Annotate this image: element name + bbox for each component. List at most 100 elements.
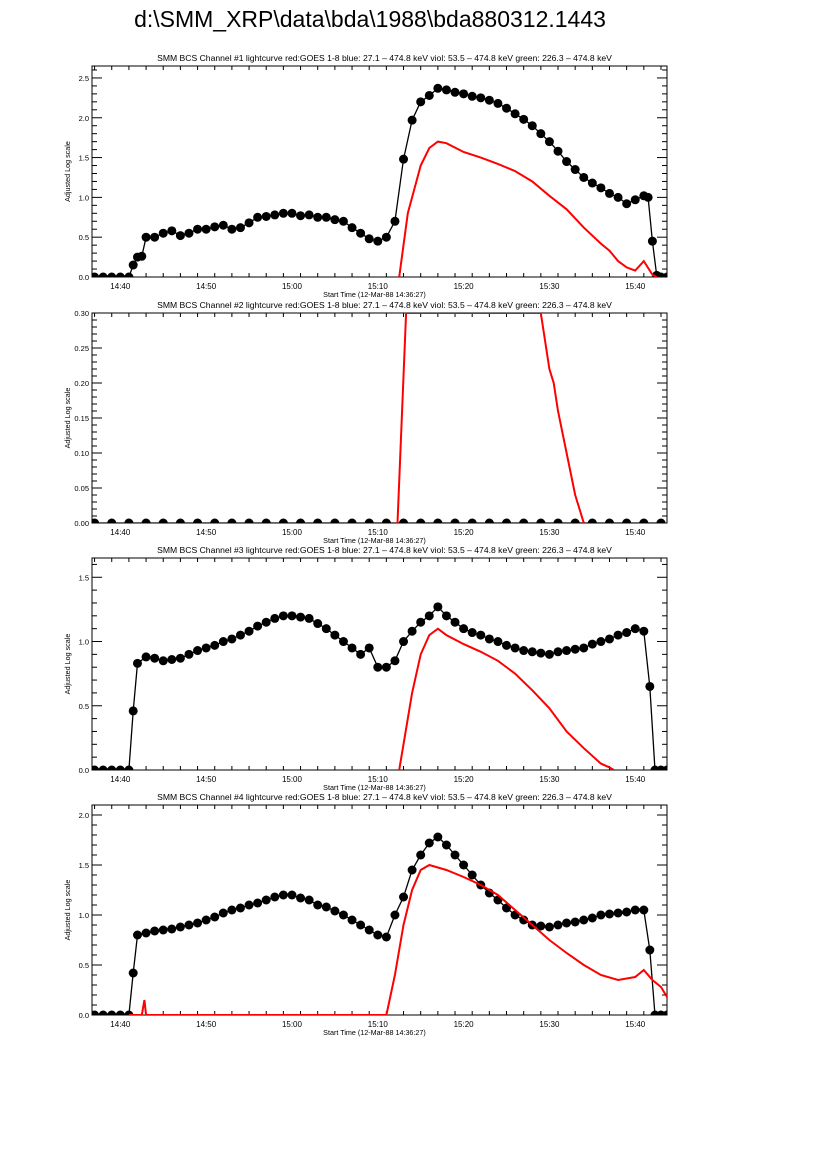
plot-frame [91, 312, 668, 524]
data-point [193, 518, 203, 523]
data-point [373, 236, 383, 246]
data-point [115, 272, 125, 277]
series-group [92, 602, 667, 770]
data-point [562, 157, 572, 167]
data-point [502, 103, 512, 113]
data-point [484, 634, 494, 644]
data-point [347, 518, 357, 523]
data-point [424, 90, 434, 100]
data-point [381, 932, 391, 942]
data-point [536, 129, 546, 139]
data-point [356, 649, 366, 659]
data-point [647, 236, 657, 246]
data-point [613, 908, 623, 918]
data-point [373, 662, 383, 672]
data-point [399, 637, 409, 647]
data-point [424, 611, 434, 621]
data-point [536, 648, 546, 658]
data-point [253, 898, 263, 908]
data-point [587, 518, 597, 523]
data-point [98, 765, 108, 770]
x-tick-label: 15:40 [625, 775, 646, 784]
data-point [643, 192, 653, 202]
data-point [244, 900, 254, 910]
data-point [175, 922, 185, 932]
x-tick-label: 14:50 [196, 528, 217, 537]
x-tick-label: 14:50 [196, 775, 217, 784]
data-point [128, 706, 138, 716]
data-point [605, 188, 614, 198]
data-point [544, 649, 554, 659]
data-point [141, 652, 151, 662]
data-point [459, 624, 469, 634]
data-point [441, 611, 451, 621]
y-tick-label: 0.5 [79, 233, 89, 242]
chart-panel-1: SMM BCS Channel #1 lightcurve red:GOES 1… [63, 53, 668, 299]
data-point [502, 640, 512, 650]
data-point [330, 215, 340, 225]
data-point [210, 222, 220, 232]
data-point [278, 208, 288, 218]
plot-frame [91, 804, 668, 1016]
data-point [416, 617, 426, 627]
y-tick-label: 1.5 [79, 154, 89, 163]
x-tick-label: 15:30 [539, 528, 560, 537]
plot-frame [91, 65, 668, 278]
x-tick-label: 15:20 [454, 282, 475, 291]
data-point [124, 518, 134, 523]
x-tick-label: 15:30 [539, 775, 560, 784]
y-tick-label: 0.05 [74, 484, 89, 493]
data-point [98, 272, 108, 277]
data-point [321, 624, 331, 634]
data-point [399, 892, 409, 902]
data-point [441, 840, 451, 850]
data-point [201, 224, 211, 234]
data-point [107, 272, 117, 277]
y-tick-label: 0.0 [79, 1011, 89, 1020]
y-axis-label: Adjusted Log scale [63, 141, 72, 202]
data-point [210, 518, 220, 523]
data-point [450, 87, 460, 97]
data-point [519, 915, 529, 925]
data-point [510, 109, 520, 119]
data-point [450, 518, 460, 523]
data-point [158, 518, 168, 523]
data-point [579, 915, 589, 925]
data-point [347, 915, 357, 925]
data-point [184, 228, 194, 238]
x-tick-label: 15:00 [282, 775, 303, 784]
goes-series-line [398, 627, 615, 770]
data-point [128, 260, 138, 270]
x-tick-label: 14:40 [110, 1020, 131, 1029]
data-point [296, 518, 306, 523]
x-axis-label: Start Time (12-Mar-88 14:36:27) [323, 536, 426, 545]
data-point [553, 518, 563, 523]
data-point [562, 918, 572, 928]
data-point [459, 89, 469, 99]
chart-panel-4: SMM BCS Channel #4 lightcurve red:GOES 1… [63, 792, 668, 1037]
x-tick-label: 14:50 [196, 282, 217, 291]
y-axis-label: Adjusted Log scale [63, 880, 72, 941]
data-point [450, 617, 460, 627]
data-point [167, 226, 177, 236]
data-point [141, 518, 151, 523]
x-tick-label: 15:40 [625, 282, 646, 291]
data-point [338, 910, 348, 920]
data-point [662, 1010, 667, 1015]
data-point [613, 192, 623, 202]
data-point [92, 518, 100, 523]
data-point [645, 681, 655, 691]
x-axis-label: Start Time (12-Mar-88 14:36:27) [323, 783, 426, 792]
data-point [544, 922, 554, 932]
data-point [115, 765, 125, 770]
data-point [596, 637, 606, 647]
data-point [244, 518, 254, 523]
data-point [579, 172, 589, 182]
data-point [645, 945, 655, 955]
data-point [536, 921, 546, 931]
data-point [92, 1010, 100, 1015]
data-point [98, 1010, 108, 1015]
chart-panel-2: SMM BCS Channel #2 lightcurve red:GOES 1… [63, 300, 668, 545]
data-point [562, 646, 572, 656]
